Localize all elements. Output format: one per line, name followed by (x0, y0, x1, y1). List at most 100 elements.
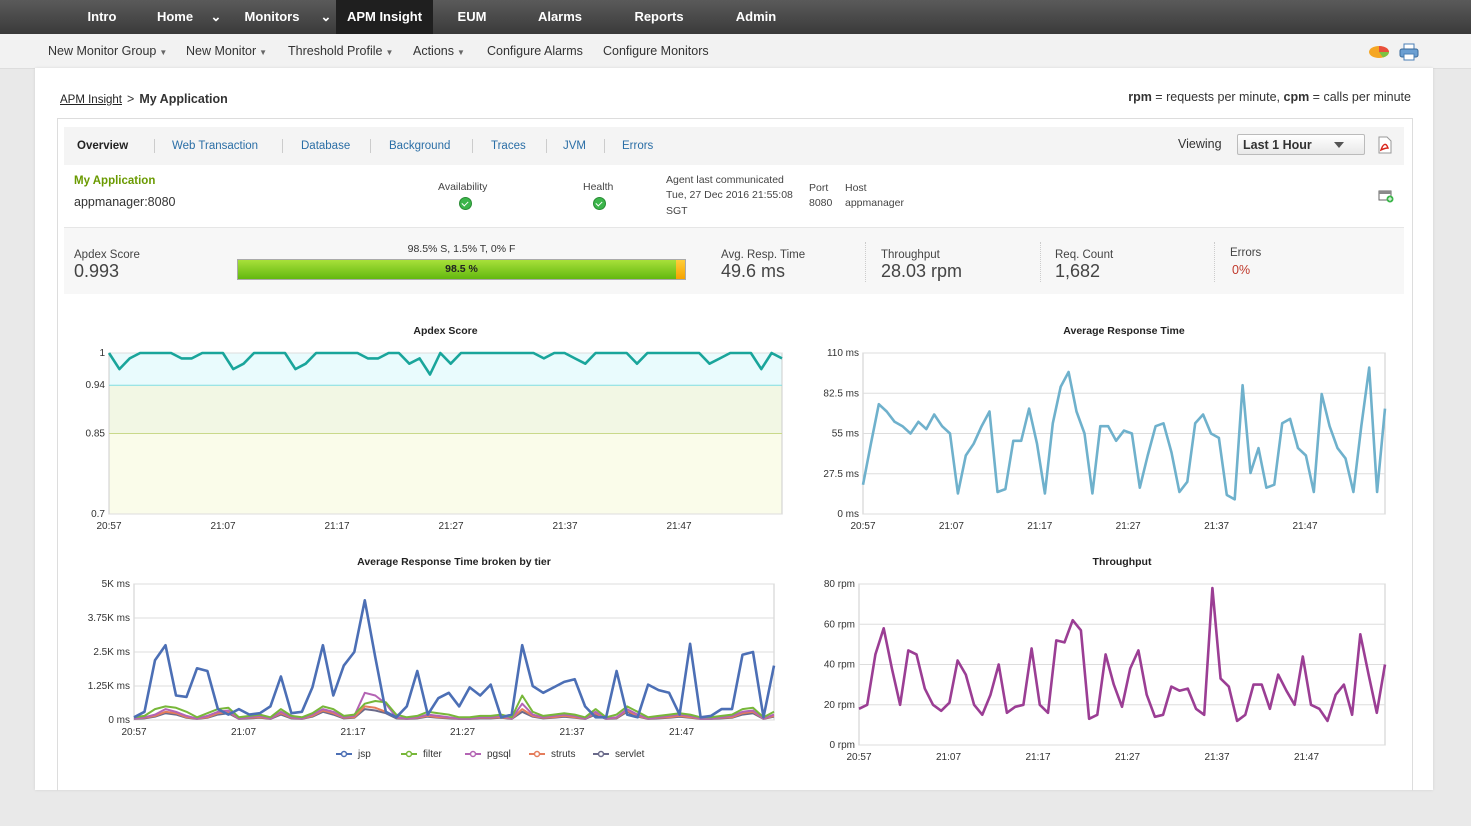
availability-up-icon (459, 197, 472, 215)
legend-label-pgsql: pgsql (487, 749, 511, 760)
topnav-reports[interactable]: Reports (634, 9, 684, 24)
new-monitor-menu[interactable]: New Monitor ▼ (186, 34, 267, 68)
avg-resp-label: Avg. Resp. Time (721, 249, 806, 261)
x-tick-label: 21:47 (669, 727, 694, 738)
rpm-abbr: rpm (1128, 90, 1152, 104)
series-line-jsp (133, 598, 776, 719)
cpm-abbr: cpm (1283, 90, 1310, 104)
agent-time: Tue, 27 Dec 2016 21:55:08 (666, 189, 793, 201)
y-tick-label: 1.25K ms (88, 681, 130, 692)
cpm-def: = calls per minute (1309, 90, 1411, 104)
tab-overview[interactable]: Overview (77, 140, 129, 152)
x-tick-label: 21:17 (324, 521, 349, 532)
print-icon[interactable] (1398, 42, 1420, 62)
apdex-breakdown: 98.5% S, 1.5% T, 0% F (407, 243, 516, 255)
topnav-admin[interactable]: Admin (735, 9, 777, 24)
x-tick-label: 20:57 (121, 727, 146, 738)
metrics-strip: Apdex Score 0.993 98.5% S, 1.5% T, 0% F … (64, 227, 1404, 294)
tab-database[interactable]: Database (301, 140, 351, 152)
caret-down-icon: ▼ (159, 48, 168, 57)
breadcrumb: APM Insight > My Application (60, 92, 228, 106)
content-card: APM Insight > My Application rpm = request… (35, 68, 1433, 791)
breadcrumb-apm-insight-link[interactable]: APM Insight (60, 94, 122, 106)
y-tick-label: 55 ms (832, 429, 859, 440)
sub-nav: New Monitor Group ▼ New Monitor ▼ Threshol… (0, 34, 1471, 69)
x-tick-label: 21:27 (1116, 521, 1141, 532)
y-tick-label: 0.94 (86, 380, 106, 391)
pie-chart-icon[interactable] (1368, 42, 1390, 60)
x-tick-label: 21:27 (1115, 752, 1140, 763)
app-instance: appmanager:8080 (74, 195, 176, 209)
new-monitor-group-menu[interactable]: New Monitor Group ▼ (48, 34, 167, 68)
tab-jvm[interactable]: JVM (563, 140, 586, 152)
legend-label-servlet: servlet (615, 749, 645, 760)
metric-divider (865, 242, 866, 282)
availability-label: Availability (438, 181, 488, 193)
x-tick-label: 21:07 (210, 521, 235, 532)
configure-alarms-link[interactable]: Configure Alarms (487, 44, 583, 58)
y-tick-label: 27.5 ms (823, 469, 859, 480)
x-tick-label: 20:57 (96, 521, 121, 532)
time-range-select[interactable]: Last 1 Hour (1237, 134, 1365, 155)
pdf-icon[interactable] (1377, 136, 1393, 154)
port-label: Port (809, 182, 829, 194)
y-tick-label: 0 ms (108, 715, 130, 726)
x-tick-label: 21:17 (1027, 521, 1052, 532)
rpm-def: = requests per minute, (1151, 90, 1284, 104)
tab-traces[interactable]: Traces (491, 140, 526, 152)
configure-monitors-link[interactable]: Configure Monitors (603, 44, 709, 58)
tab-divider (472, 139, 473, 153)
breadcrumb-current: My Application (139, 92, 228, 106)
legend-label-filter: filter (423, 749, 443, 760)
topnav-alarms[interactable]: Alarms (537, 9, 583, 24)
monitors-chevron-down-icon[interactable]: ⌄ (320, 9, 332, 24)
actions-menu[interactable]: Actions ▼ (413, 34, 465, 68)
tab-divider (282, 139, 283, 153)
tab-background[interactable]: Background (389, 140, 451, 152)
legend-marker (597, 750, 605, 758)
dropdown-arrow-icon (1334, 142, 1344, 148)
y-tick-label: 0.85 (86, 429, 106, 440)
top-nav: Intro Home ⌄ Monitors ⌄ APM Insight EUM … (0, 0, 1471, 34)
topnav-intro[interactable]: Intro (87, 9, 117, 24)
threshold-profile-menu[interactable]: Threshold Profile ▼ (288, 34, 393, 68)
x-tick-label: 21:47 (1292, 521, 1317, 532)
caret-down-icon: ▼ (259, 48, 268, 57)
topnav-home[interactable]: Home (156, 9, 194, 24)
series-line-filter (133, 694, 775, 719)
y-tick-label: 40 rpm (824, 660, 855, 671)
caret-down-icon: ▼ (385, 48, 394, 57)
apdex-tolerating-zone (109, 385, 782, 434)
throughput-label: Throughput (881, 249, 940, 261)
x-tick-label: 21:37 (1204, 752, 1229, 763)
tab-divider (370, 139, 371, 153)
apdex-frustrated-zone (109, 433, 782, 514)
topnav-eum[interactable]: EUM (457, 9, 487, 24)
tab-divider (546, 139, 547, 153)
breadcrumb-separator: > (127, 92, 135, 106)
x-tick-label: 21:27 (438, 521, 463, 532)
y-tick-label: 0.7 (91, 509, 105, 520)
tolerating-segment (676, 260, 685, 279)
req-count-label: Req. Count (1055, 249, 1114, 261)
topnav-apm-insight[interactable]: APM Insight (336, 0, 433, 34)
caret-down-icon: ▼ (457, 48, 465, 57)
agent-label: Agent last communicated (666, 174, 784, 186)
add-monitor-icon[interactable] (1378, 189, 1394, 203)
tab-web-transaction[interactable]: Web Transaction (172, 140, 259, 152)
apdex-label: Apdex Score (74, 249, 140, 261)
y-tick-label: 0 rpm (829, 740, 855, 751)
tab-errors[interactable]: Errors (622, 140, 654, 152)
topnav-monitors[interactable]: Monitors (244, 9, 300, 24)
y-tick-label: 2.5K ms (93, 647, 130, 658)
home-chevron-down-icon[interactable]: ⌄ (210, 9, 222, 24)
x-tick-label: 21:07 (936, 752, 961, 763)
status-dot (593, 197, 606, 210)
series-line-apdex-score (107, 351, 783, 376)
chart-title: Throughput (1093, 556, 1152, 568)
x-tick-label: 21:37 (552, 521, 577, 532)
y-tick-label: 1 (99, 348, 105, 359)
agent-timezone: SGT (666, 205, 688, 217)
req-count-value: 1,682 (1055, 261, 1101, 281)
x-tick-label: 21:07 (939, 521, 964, 532)
